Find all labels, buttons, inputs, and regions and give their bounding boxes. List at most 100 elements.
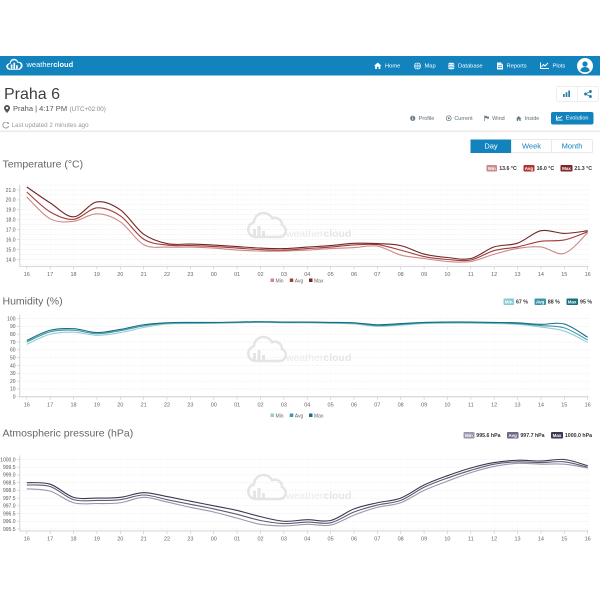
svg-text:23: 23 xyxy=(187,402,193,408)
svg-text:05: 05 xyxy=(328,272,334,278)
svg-text:16.0: 16.0 xyxy=(6,237,16,243)
svg-text:17.0: 17.0 xyxy=(6,227,16,233)
svg-text:07: 07 xyxy=(374,402,380,408)
svg-text:997.5: 997.5 xyxy=(3,496,16,502)
svg-text:17: 17 xyxy=(47,402,53,408)
svg-text:23: 23 xyxy=(187,272,193,278)
svg-text:996.5: 996.5 xyxy=(3,511,16,517)
svg-text:20: 20 xyxy=(10,379,16,385)
svg-text:18: 18 xyxy=(70,402,76,408)
svg-text:06: 06 xyxy=(351,402,357,408)
svg-text:21: 21 xyxy=(141,272,147,278)
svg-text:15: 15 xyxy=(561,402,567,408)
svg-text:12: 12 xyxy=(491,537,497,543)
svg-text:00: 00 xyxy=(211,537,217,543)
svg-text:01: 01 xyxy=(234,537,240,543)
svg-text:02: 02 xyxy=(257,537,263,543)
svg-text:11: 11 xyxy=(468,537,474,543)
svg-text:Avg: Avg xyxy=(295,413,304,419)
svg-text:10: 10 xyxy=(444,272,450,278)
svg-text:10: 10 xyxy=(444,402,450,408)
svg-text:50: 50 xyxy=(10,355,16,361)
svg-text:08: 08 xyxy=(398,272,404,278)
svg-text:00: 00 xyxy=(211,402,217,408)
svg-text:13: 13 xyxy=(514,402,520,408)
svg-text:70: 70 xyxy=(10,340,16,346)
svg-text:12: 12 xyxy=(491,272,497,278)
svg-text:19: 19 xyxy=(94,402,100,408)
svg-text:999.5: 999.5 xyxy=(3,465,16,471)
svg-text:14: 14 xyxy=(538,272,544,278)
svg-text:22: 22 xyxy=(164,272,170,278)
svg-text:04: 04 xyxy=(304,272,310,278)
svg-text:16: 16 xyxy=(585,402,591,408)
svg-text:22: 22 xyxy=(164,537,170,543)
svg-text:14: 14 xyxy=(538,402,544,408)
svg-text:19: 19 xyxy=(94,272,100,278)
svg-text:18: 18 xyxy=(70,272,76,278)
svg-text:Avg: Avg xyxy=(295,278,304,284)
svg-text:996.0: 996.0 xyxy=(3,519,16,525)
svg-text:04: 04 xyxy=(304,402,310,408)
svg-text:13: 13 xyxy=(514,537,520,543)
svg-text:07: 07 xyxy=(374,272,380,278)
svg-text:Max: Max xyxy=(314,413,324,419)
svg-text:998.0: 998.0 xyxy=(3,488,16,494)
svg-text:997.0: 997.0 xyxy=(3,504,16,510)
svg-text:08: 08 xyxy=(398,402,404,408)
svg-text:23: 23 xyxy=(187,537,193,543)
svg-text:19: 19 xyxy=(94,537,100,543)
svg-text:03: 03 xyxy=(281,402,287,408)
svg-text:05: 05 xyxy=(328,402,334,408)
svg-text:21: 21 xyxy=(141,402,147,408)
svg-text:90: 90 xyxy=(10,324,16,330)
svg-text:16: 16 xyxy=(24,272,30,278)
svg-text:13: 13 xyxy=(514,272,520,278)
svg-text:22: 22 xyxy=(164,402,170,408)
svg-text:Max: Max xyxy=(314,278,324,284)
svg-text:01: 01 xyxy=(234,402,240,408)
svg-text:100: 100 xyxy=(7,316,16,322)
svg-text:998.5: 998.5 xyxy=(3,480,16,486)
svg-text:weathercloud: weathercloud xyxy=(285,228,351,240)
svg-text:21.0: 21.0 xyxy=(6,188,16,194)
svg-text:08: 08 xyxy=(398,537,404,543)
svg-text:20: 20 xyxy=(117,272,123,278)
svg-text:19.0: 19.0 xyxy=(6,208,16,214)
svg-text:18.0: 18.0 xyxy=(6,218,16,224)
svg-text:Min: Min xyxy=(276,413,284,419)
svg-text:14.0: 14.0 xyxy=(6,257,16,263)
svg-text:17: 17 xyxy=(47,537,53,543)
svg-text:16: 16 xyxy=(24,537,30,543)
svg-text:10: 10 xyxy=(444,537,450,543)
svg-text:14: 14 xyxy=(538,537,544,543)
svg-text:11: 11 xyxy=(468,402,474,408)
svg-text:16: 16 xyxy=(24,402,30,408)
svg-text:09: 09 xyxy=(421,537,427,543)
svg-text:06: 06 xyxy=(351,537,357,543)
svg-text:Min: Min xyxy=(276,278,284,284)
svg-text:05: 05 xyxy=(328,537,334,543)
svg-text:18: 18 xyxy=(70,537,76,543)
svg-text:20: 20 xyxy=(117,402,123,408)
svg-text:02: 02 xyxy=(257,402,263,408)
svg-text:17: 17 xyxy=(47,272,53,278)
svg-text:80: 80 xyxy=(10,332,16,338)
svg-text:30: 30 xyxy=(10,371,16,377)
svg-text:16: 16 xyxy=(585,272,591,278)
svg-text:15: 15 xyxy=(561,272,567,278)
svg-text:11: 11 xyxy=(468,272,474,278)
svg-text:60: 60 xyxy=(10,348,16,354)
svg-text:12: 12 xyxy=(491,402,497,408)
svg-text:weathercloud: weathercloud xyxy=(285,352,351,364)
svg-text:09: 09 xyxy=(421,272,427,278)
svg-text:03: 03 xyxy=(281,272,287,278)
svg-text:04: 04 xyxy=(304,537,310,543)
svg-text:07: 07 xyxy=(374,537,380,543)
svg-text:09: 09 xyxy=(421,402,427,408)
svg-text:995.5: 995.5 xyxy=(3,527,16,533)
svg-text:01: 01 xyxy=(234,272,240,278)
svg-text:40: 40 xyxy=(10,363,16,369)
svg-text:03: 03 xyxy=(281,537,287,543)
svg-text:02: 02 xyxy=(257,272,263,278)
